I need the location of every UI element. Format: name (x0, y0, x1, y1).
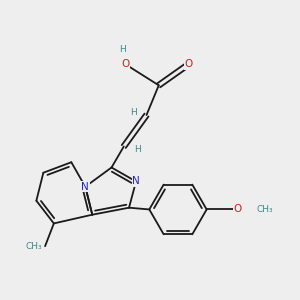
Text: H: H (130, 108, 136, 117)
Text: CH₃: CH₃ (257, 205, 273, 214)
Text: N: N (81, 182, 89, 192)
Text: O: O (122, 59, 130, 69)
Text: O: O (184, 59, 193, 69)
Text: O: O (233, 204, 242, 214)
Text: CH₃: CH₃ (26, 242, 42, 251)
Text: H: H (134, 145, 140, 154)
Text: H: H (119, 45, 125, 54)
Text: N: N (132, 176, 140, 187)
